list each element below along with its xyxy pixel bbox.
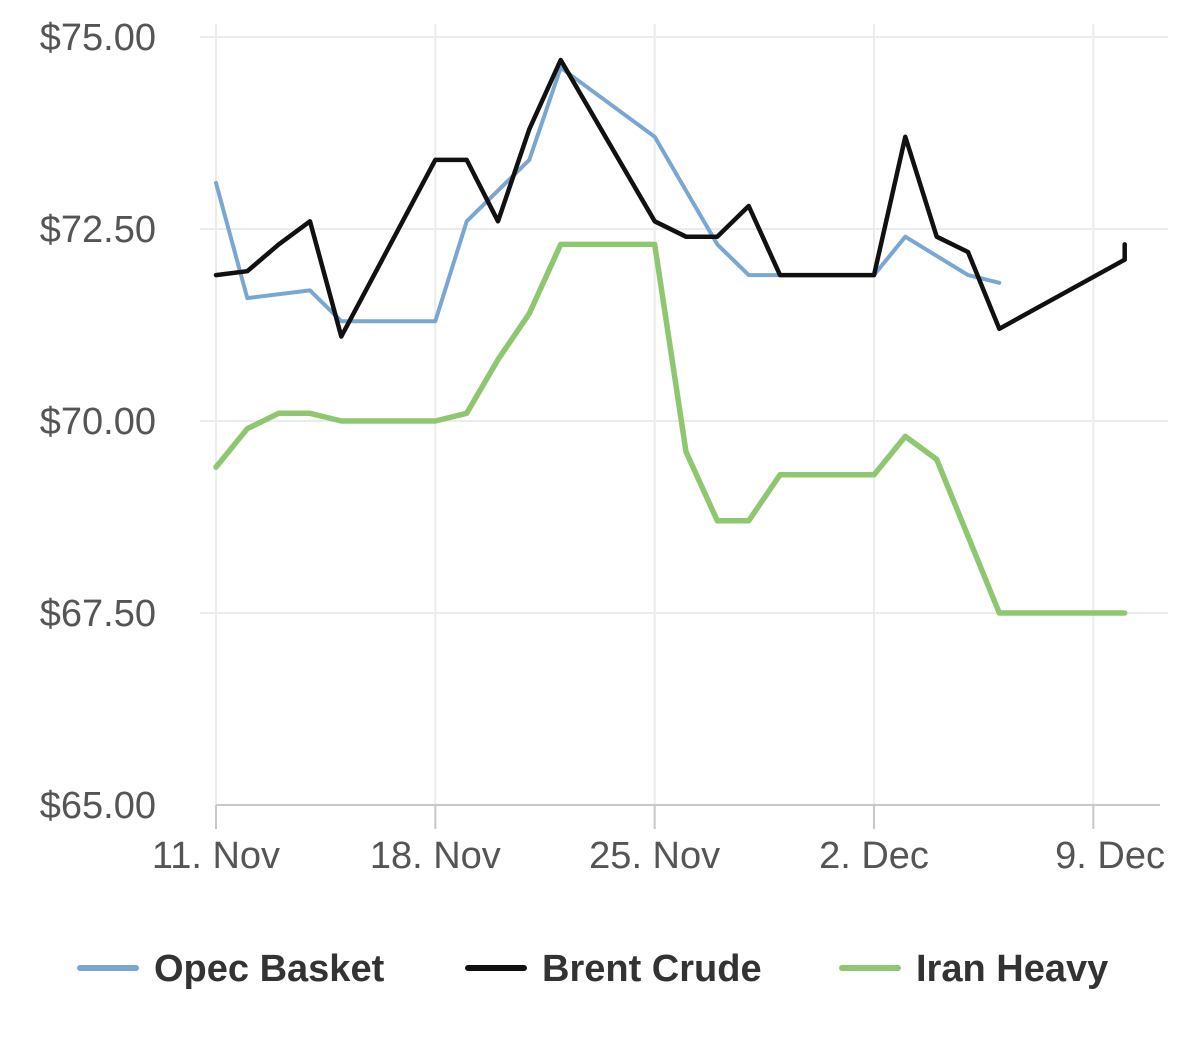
legend-item-brent-crude[interactable]: Brent Crude [465, 948, 762, 990]
series-line-opec-basket [214, 65, 1002, 324]
legend-label: Opec Basket [154, 948, 385, 990]
legend-label: Brent Crude [542, 948, 762, 990]
x-tick-label: 9. Dec [1055, 835, 1165, 877]
y-tick-label: $65.00 [40, 785, 156, 827]
y-tick-label: $72.50 [40, 209, 156, 251]
x-tick-label: 2. Dec [819, 835, 929, 877]
axes: $65.00 $67.50 $70.00 $72.50 $75.00 11. Nov 18.… [40, 17, 1165, 877]
series-line-brent-crude [213, 57, 1127, 339]
y-tick-label: $70.00 [40, 401, 156, 443]
grid [200, 24, 1168, 805]
legend-label: Iran Heavy [916, 948, 1108, 990]
legend: Opec Basket Brent Crude Iran Heavy [77, 948, 1108, 990]
legend-item-iran-heavy[interactable]: Iran Heavy [839, 948, 1108, 990]
x-tick-label: 11. Nov [152, 835, 280, 877]
y-tick-label: $67.50 [40, 593, 156, 635]
series-line-iran-heavy [213, 241, 1128, 616]
plot-area [213, 57, 1128, 616]
legend-item-opec-basket[interactable]: Opec Basket [77, 948, 385, 990]
x-tick-label: 18. Nov [370, 835, 501, 877]
x-tick-label: 25. Nov [589, 835, 720, 877]
y-tick-label: $75.00 [40, 17, 156, 59]
